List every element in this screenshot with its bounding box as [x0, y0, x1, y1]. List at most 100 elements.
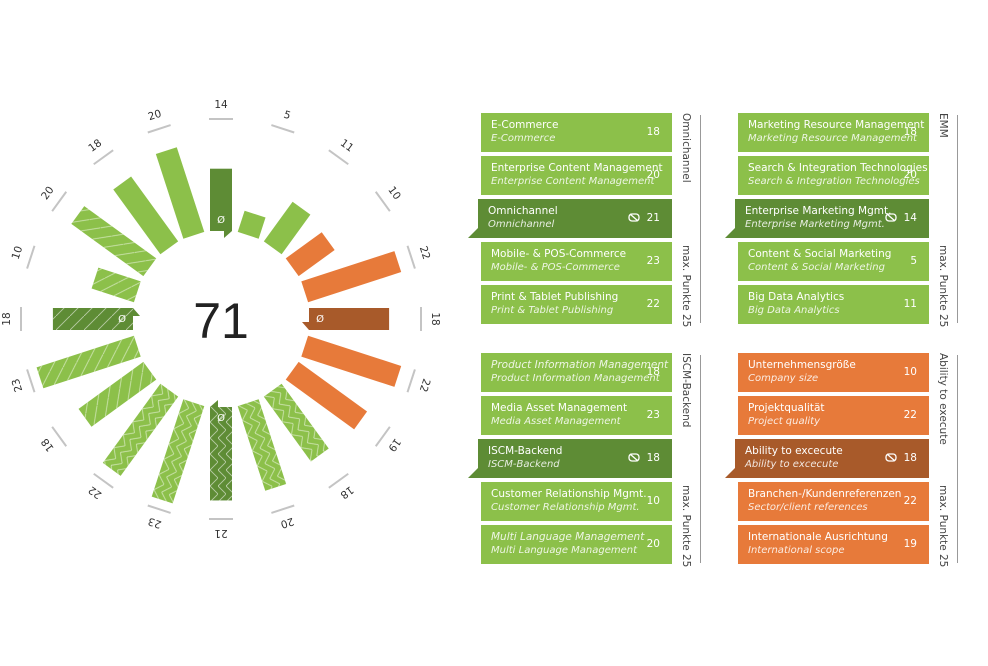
chart-bar: Ø	[210, 400, 232, 501]
card-subtitle: Product Information Management	[491, 373, 660, 384]
value-label: 22	[86, 483, 104, 501]
value-tick: 18	[39, 426, 68, 454]
value-tick: 22	[86, 472, 114, 501]
card-subtitle: ISCM-Backend	[488, 459, 560, 470]
category-card[interactable]: E-Commerce E-Commerce 18	[481, 113, 672, 152]
card-subtitle: Sector/client references	[748, 502, 868, 513]
card-title: Media Asset Management	[491, 402, 628, 414]
card-title: Internationale Ausrichtung	[748, 531, 888, 543]
card-score: 22	[903, 495, 917, 507]
card-subtitle: Content & Social Marketing	[748, 262, 885, 273]
chart-bar	[285, 232, 335, 277]
average-marker: Ø	[118, 313, 126, 325]
card-score: 20	[903, 169, 917, 181]
chart-bar	[102, 383, 179, 476]
card-score: 20	[646, 169, 660, 181]
card-subtitle: Big Data Analytics	[748, 305, 840, 316]
chart-bar	[113, 176, 179, 255]
average-icon	[885, 453, 897, 462]
category-card[interactable]: Multi Language Management Multi Language …	[481, 525, 672, 564]
radial-score-chart: Ø Ø Ø Ø 14 5 11 10 22 18 22 19 18 20 21 23 22 18 23 18 10 20…	[1, 99, 441, 539]
pointer-tail	[468, 468, 478, 478]
card-title: Search & Integration Technologies	[748, 162, 928, 174]
category-card[interactable]: Internationale Ausrichtung International …	[738, 525, 929, 564]
average-marker: Ø	[217, 214, 225, 226]
category-average-card[interactable]: ISCM-Backend ISCM-Backend 18	[468, 439, 672, 478]
category-card[interactable]: Product Information Management Product In…	[481, 353, 672, 392]
value-label: 11	[338, 137, 356, 155]
value-label: 18	[39, 436, 57, 454]
card-title: Product Information Management	[491, 359, 669, 371]
chart-bar	[71, 206, 157, 277]
chart-bar	[301, 335, 402, 387]
value-label: 5	[282, 109, 292, 122]
chart-bar	[155, 147, 205, 239]
card-title: Omnichannel	[488, 205, 558, 217]
value-tick: 5	[271, 109, 295, 134]
card-score: 5	[910, 255, 917, 267]
pointer-tail	[468, 228, 478, 238]
value-tick: 20	[147, 108, 171, 134]
max-points-label: max. Punkte 25	[937, 485, 949, 568]
category-card[interactable]: Projektqualität Project quality 22	[738, 396, 929, 435]
card-title: ISCM-Backend	[488, 445, 563, 457]
category-card[interactable]: Media Asset Management Media Asset Manage…	[481, 396, 672, 435]
category-card[interactable]: Unternehmensgröße Company size 10	[738, 353, 929, 392]
value-tick: 18	[420, 307, 441, 331]
chart-bar	[91, 267, 141, 303]
panel-divider	[700, 355, 701, 563]
card-title: Mobile- & POS-Commerce	[491, 248, 627, 260]
category-card[interactable]: Search & Integration Technologies Search …	[738, 156, 929, 195]
category-card[interactable]: Print & Tablet Publishing Print & Tablet …	[481, 285, 672, 324]
card-title: Branchen-/Kundenreferenzen	[748, 488, 902, 500]
card-score: 19	[903, 538, 917, 550]
group-label: EMM	[937, 113, 949, 138]
value-tick: 18	[328, 472, 356, 501]
pointer-tail	[725, 228, 735, 238]
category-card[interactable]: Content & Social Marketing Content & Soci…	[738, 242, 929, 281]
category-card[interactable]: Branchen-/Kundenreferenzen Sector/client …	[738, 482, 929, 521]
value-label: 18	[338, 483, 356, 501]
value-tick: 22	[406, 245, 432, 269]
card-score: 21	[646, 212, 660, 224]
card-title: Multi Language Management	[491, 531, 645, 543]
chart-bar	[301, 251, 402, 303]
value-tick: 19	[374, 426, 403, 454]
card-score: 14	[903, 212, 917, 224]
card-score: 22	[646, 298, 660, 310]
category-average-card[interactable]: Omnichannel Omnichannel 21	[468, 199, 672, 238]
category-average-card[interactable]: Ability to excecute Ability to excecute 18	[725, 439, 929, 478]
card-score: 11	[903, 298, 917, 310]
card-score: 18	[903, 126, 917, 138]
group-label: ISCM-Backend	[680, 353, 692, 428]
card-score: 18	[646, 452, 660, 464]
category-average-card[interactable]: Enterprise Marketing Mgmt. Enterprise Mar…	[725, 199, 929, 238]
category-card[interactable]: Big Data Analytics Big Data Analytics 11	[738, 285, 929, 324]
category-card[interactable]: Mobile- & POS-Commerce Mobile- & POS-Comm…	[481, 242, 672, 281]
value-tick: 23	[10, 369, 36, 393]
value-label: 23	[10, 377, 26, 393]
chart-bar: Ø	[302, 308, 390, 330]
category-card[interactable]: Customer Relationship Mgmt. Customer Rela…	[481, 482, 672, 521]
card-title: Marketing Resource Management	[748, 119, 925, 131]
value-tick: 23	[147, 504, 171, 530]
panel-divider	[957, 115, 958, 323]
card-subtitle: Search & Integration Technologies	[748, 176, 920, 187]
card-title: Enterprise Content Management	[491, 162, 663, 174]
pointer-tail	[725, 468, 735, 478]
value-tick: 11	[328, 137, 356, 166]
category-card[interactable]: Marketing Resource Management Marketing R…	[738, 113, 929, 152]
chart-bar	[78, 361, 157, 427]
card-title: Big Data Analytics	[748, 291, 845, 303]
value-tick: 14	[209, 99, 233, 120]
value-label: 21	[214, 527, 227, 539]
card-score: 23	[646, 409, 660, 421]
total-score: 71	[193, 293, 249, 349]
card-subtitle: Marketing Resource Management	[748, 133, 917, 144]
category-card[interactable]: Enterprise Content Management Enterprise …	[481, 156, 672, 195]
card-subtitle: Customer Relationship Mgmt.	[491, 502, 640, 513]
chart-bars: Ø Ø Ø Ø	[36, 147, 402, 504]
value-label: 22	[417, 377, 433, 393]
card-title: Unternehmensgröße	[748, 359, 856, 371]
chart-bar	[237, 399, 287, 491]
